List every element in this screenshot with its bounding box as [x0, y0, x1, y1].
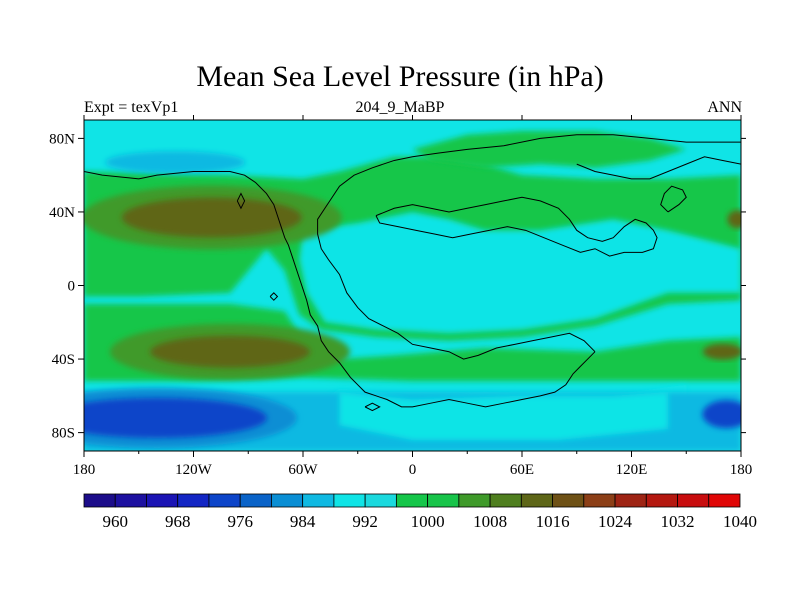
coastline-segment-2 — [375, 196, 658, 257]
coastline-segment-0 — [84, 170, 596, 408]
colorbar-label: 976 — [227, 512, 253, 531]
colorbar-swatch — [114, 493, 147, 508]
chart-title: Mean Sea Level Pressure (in hPa) — [196, 60, 604, 93]
colorbar-swatch — [83, 493, 116, 508]
x-tick-label: 0 — [409, 462, 417, 478]
coastline-layer — [84, 134, 741, 412]
y-tick-label: 80N — [49, 131, 75, 147]
colorbar-swatch — [583, 493, 616, 508]
low-pressure-southern-ocean-west — [84, 397, 267, 438]
colorbar-label: 1024 — [598, 512, 633, 531]
y-tick-label: 40N — [49, 205, 75, 221]
colorbar-swatch — [552, 493, 585, 508]
colorbar-swatch — [208, 493, 241, 508]
colorbar-label: 1008 — [473, 512, 507, 531]
green-band-2 — [412, 131, 687, 168]
high-pressure-south-pacific — [150, 335, 310, 368]
colorbar-label: 968 — [165, 512, 191, 531]
colorbar-label: 1040 — [723, 512, 757, 531]
colorbar-swatch — [645, 493, 678, 508]
colorbar-swatch — [677, 493, 710, 508]
x-tick-label: 60W — [288, 462, 318, 478]
colorbar-label: 1016 — [536, 512, 570, 531]
coastline-segment-1 — [317, 134, 741, 360]
colorbar-swatch — [239, 493, 272, 508]
coastline-segment-3 — [576, 156, 741, 180]
colorbar-swatch — [333, 493, 366, 508]
colorbar: 960 968 976 984 992 1000 1008 1016 1024 1032 1040 — [83, 493, 757, 531]
low-pressure-north-pacific — [105, 151, 246, 174]
colorbar-label: 1000 — [411, 512, 445, 531]
colorbar-label: 960 — [102, 512, 128, 531]
colorbar-swatch — [708, 493, 741, 508]
colorbar-swatch — [177, 493, 210, 508]
y-tick-label: 80S — [52, 426, 75, 442]
colorbar-label: 992 — [352, 512, 378, 531]
coastline-segment-7 — [364, 402, 381, 412]
colorbar-label: 984 — [290, 512, 316, 531]
coastline-segment-4 — [660, 185, 687, 213]
y-tick-label: 0 — [68, 279, 76, 295]
x-tick-label: 120W — [175, 462, 213, 478]
x-tick-label: 180 — [73, 462, 96, 478]
x-tick-label: 180 — [730, 462, 753, 478]
colorbar-swatch — [364, 493, 397, 508]
colorbar-swatch — [458, 493, 491, 508]
colorbar-swatch — [427, 493, 460, 508]
high-pressure-north-pacific — [121, 197, 302, 238]
cyan-region-0 — [299, 211, 741, 334]
season-label: ANN — [707, 99, 742, 116]
time-label: 204_9_MaBP — [355, 99, 445, 116]
colorbar-swatch — [614, 493, 647, 508]
high-pressure-far-east-south — [702, 343, 741, 360]
coastline-segment-6 — [269, 292, 279, 301]
high-pressure-far-east-north — [727, 210, 741, 229]
experiment-label: Expt = texVp1 — [84, 99, 179, 116]
colorbar-swatch — [520, 493, 553, 508]
colorbar-swatch — [302, 493, 335, 508]
x-tick-label: 120E — [616, 462, 648, 478]
colorbar-swatch — [395, 493, 429, 508]
y-tick-label: 40S — [52, 352, 75, 368]
colorbar-swatch — [146, 493, 179, 508]
low-pressure-southern-ocean-east — [702, 400, 741, 429]
axis-ticks: 180 120W 60W 0 60E 120E 180 80N 40N 0 40S 80S — [49, 115, 752, 478]
colorbar-label: 1032 — [661, 512, 695, 531]
colorbar-swatch — [271, 493, 304, 508]
contour-fill-layer — [84, 120, 741, 451]
x-tick-label: 60E — [510, 462, 534, 478]
colorbar-swatch — [489, 493, 522, 508]
coastline-segment-5 — [236, 192, 246, 210]
antarctic-cyan — [339, 392, 668, 440]
